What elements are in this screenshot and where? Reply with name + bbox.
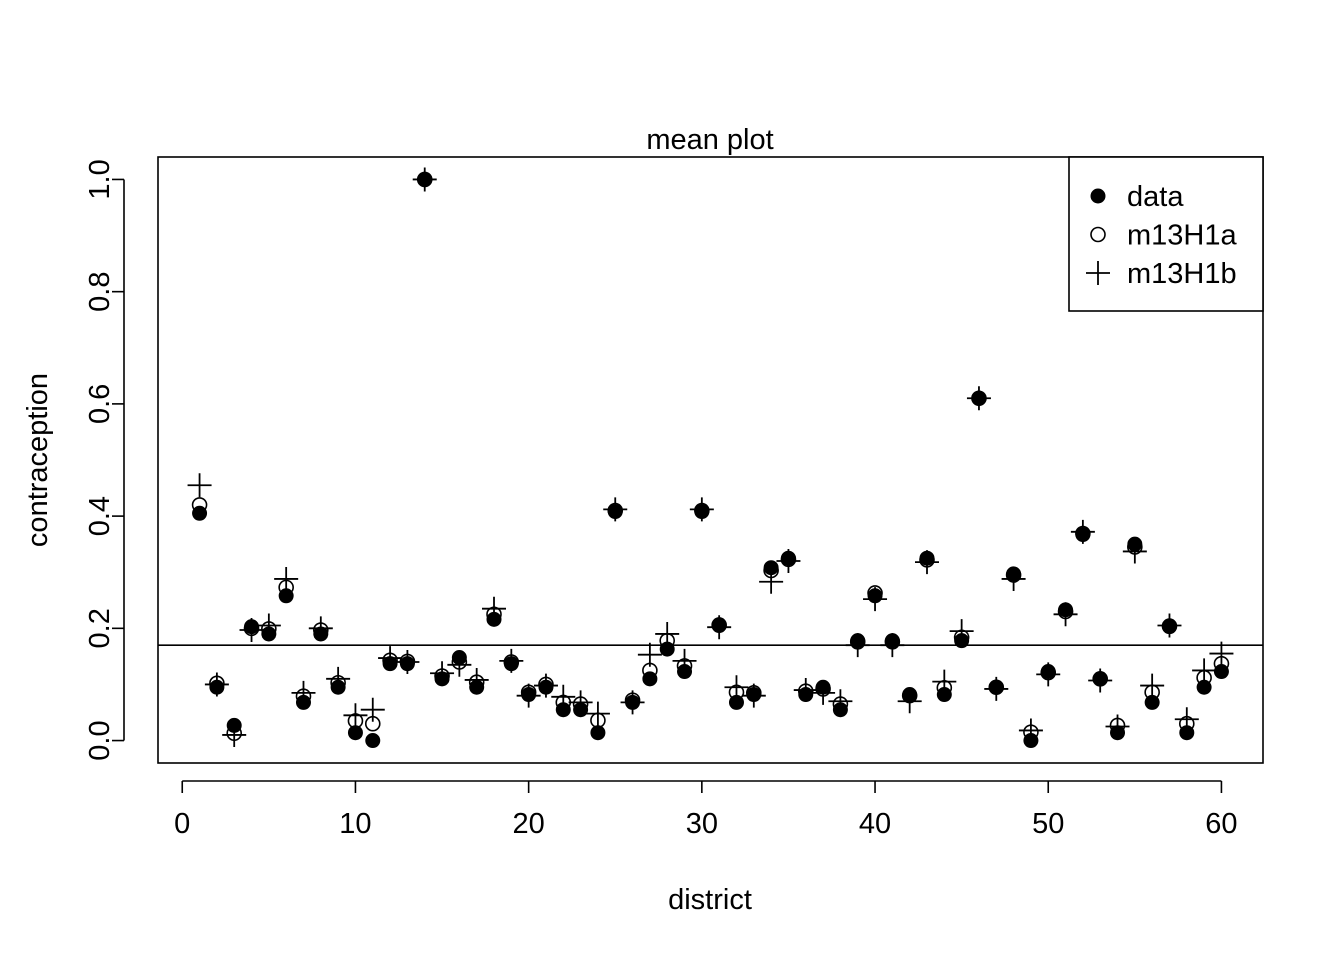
filled-circle-point: [555, 702, 571, 718]
x-tick-label: 30: [686, 808, 718, 840]
filled-circle-point: [1144, 694, 1160, 710]
legend-marker: [1090, 188, 1106, 204]
filled-circle-point: [192, 505, 208, 521]
filled-circle-point: [988, 679, 1004, 695]
plus-point: [187, 473, 212, 498]
filled-circle-point: [607, 504, 623, 520]
y-tick-label: 0.8: [84, 272, 116, 312]
y-tick-label: 0.4: [84, 496, 116, 536]
legend-box: [1068, 156, 1264, 312]
filled-circle-point: [503, 656, 519, 672]
filled-circle-point: [330, 679, 346, 695]
x-tick-label: 50: [1032, 808, 1064, 840]
filled-circle-point: [382, 656, 398, 672]
y-tick-label: 0.0: [84, 720, 116, 760]
legend-label: m13H1a: [1127, 220, 1237, 252]
plus-point: [1209, 641, 1234, 666]
legend-marker: [1086, 261, 1110, 285]
filled-circle-point: [417, 171, 433, 187]
filled-circle-point: [798, 687, 814, 703]
filled-circle-point: [313, 626, 329, 642]
filled-circle-point: [728, 694, 744, 710]
x-tick-label: 0: [174, 808, 190, 840]
filled-circle-point: [954, 633, 970, 649]
plus-point: [360, 697, 385, 722]
y-axis-label: contraception: [22, 373, 54, 547]
filled-circle-point: [1058, 602, 1074, 618]
filled-circle-point: [469, 679, 485, 695]
filled-circle-point: [780, 550, 796, 566]
filled-circle-point: [538, 679, 554, 695]
plot-frame: [157, 156, 1264, 764]
filled-circle-point: [936, 687, 952, 703]
plus-point: [274, 566, 299, 591]
x-tick-label: 20: [513, 808, 545, 840]
filled-circle-point: [1110, 725, 1126, 741]
filled-circle-point: [573, 702, 589, 718]
x-tick-label: 40: [859, 808, 891, 840]
filled-circle-point: [590, 725, 606, 741]
filled-circle-point: [919, 550, 935, 566]
filled-circle-point: [642, 671, 658, 687]
filled-circle-point: [625, 694, 641, 710]
filled-circle-point: [711, 618, 727, 634]
filled-circle-point: [278, 588, 294, 604]
filled-circle-point: [1092, 671, 1108, 687]
filled-circle-point: [1213, 664, 1229, 680]
filled-circle-point: [347, 725, 363, 741]
y-tick-label: 1.0: [84, 159, 116, 199]
chart-title: mean plot: [646, 124, 773, 156]
filled-circle-point: [677, 664, 693, 680]
filled-circle-point: [746, 687, 762, 703]
filled-circle-point: [261, 626, 277, 642]
filled-circle-point: [365, 733, 381, 749]
legend: data m13H1a m13H1b: [1068, 156, 1264, 312]
filled-circle-point: [902, 687, 918, 703]
filled-circle-point: [399, 656, 415, 672]
y-tick-label: 0.2: [84, 608, 116, 648]
filled-circle-point: [434, 671, 450, 687]
filled-circle-point: [659, 641, 675, 657]
filled-circle-point: [244, 619, 260, 635]
y-tick-label: 0.6: [84, 384, 116, 424]
filled-circle-point: [850, 633, 866, 649]
filled-circle-point: [1040, 664, 1056, 680]
filled-circle-point: [815, 679, 831, 695]
filled-circle-point: [1006, 566, 1022, 582]
filled-circle-point: [1127, 536, 1143, 552]
filled-circle-point: [486, 611, 502, 627]
filled-circle-point: [1023, 733, 1039, 749]
axes: 0 10 20 30 40 50 60 0.0 0.2 0.4 0.6 0.8 1.0: [84, 156, 1264, 840]
x-axis-label: district: [668, 884, 752, 916]
filled-circle-point: [1161, 619, 1177, 635]
filled-circle-point: [694, 504, 710, 520]
series-data: [192, 171, 1229, 749]
filled-circle-point: [521, 687, 537, 703]
filled-circle-point: [209, 679, 225, 695]
legend-label: m13H1b: [1127, 258, 1237, 290]
filled-circle-point: [763, 560, 779, 576]
filled-circle-point: [451, 650, 467, 666]
filled-circle-point: [226, 717, 242, 733]
legend-marker: [1090, 226, 1106, 243]
open-circle-point: [364, 715, 381, 732]
filled-circle-point: [867, 588, 883, 604]
filled-circle-point: [1196, 679, 1212, 695]
filled-circle-point: [295, 694, 311, 710]
x-tick-label: 10: [339, 808, 371, 840]
filled-circle-point: [971, 390, 987, 406]
data-points: [187, 167, 1234, 749]
filled-circle-point: [1179, 725, 1195, 741]
filled-circle-point: [832, 702, 848, 718]
filled-circle-point: [884, 633, 900, 649]
plus-point: [343, 703, 368, 728]
x-tick-label: 60: [1205, 808, 1237, 840]
legend-label: data: [1127, 181, 1184, 213]
filled-circle-point: [1075, 527, 1091, 543]
